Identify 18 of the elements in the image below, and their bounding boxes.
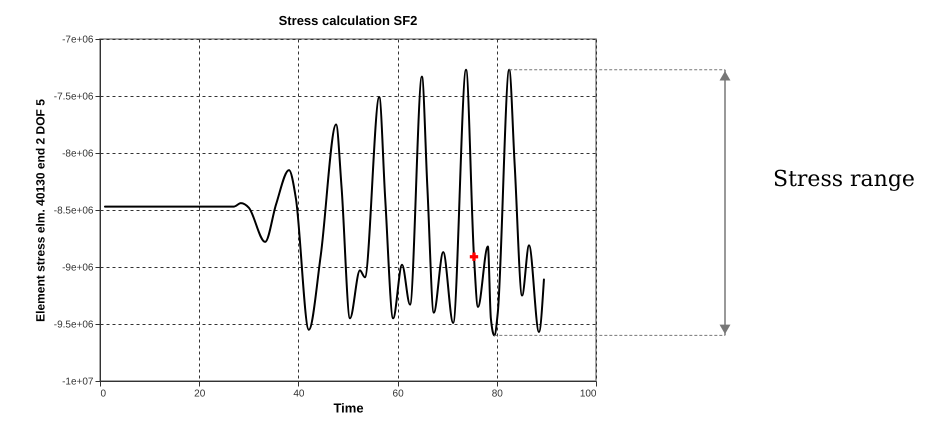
x-tick-label: 40 [293, 388, 305, 400]
x-axis-title: Time [333, 400, 364, 416]
x-tick-label: 80 [492, 388, 504, 400]
x-tick-label: 100 [580, 388, 597, 400]
y-tick-label: -8.5e+06 [54, 206, 94, 216]
y-tick-label: -7e+06 [62, 34, 94, 46]
x-tick-label: 60 [392, 388, 404, 400]
y-tick-label: -7.5e+06 [54, 92, 94, 102]
x-tick-label: 0 [100, 388, 106, 400]
y-tick-label: -9.5e+06 [54, 320, 94, 330]
x-tick-label: 20 [194, 388, 206, 400]
line-series [104, 68, 545, 336]
y-axis-title: Element stress elm. 40130 end 2 DOF 5 [34, 98, 48, 322]
y-tick-label: -1e+07 [62, 376, 94, 388]
text: Stress range [773, 167, 915, 192]
y-tick-label: -9e+06 [62, 262, 94, 274]
y-tick-label: -8e+06 [62, 148, 94, 160]
chart-title: Stress calculation SF2 [278, 13, 418, 28]
